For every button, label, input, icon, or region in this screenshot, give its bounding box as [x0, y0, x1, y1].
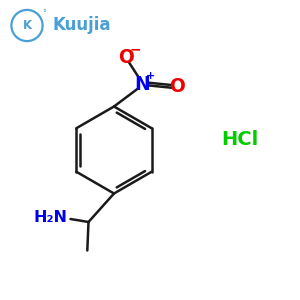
- Text: Kuujia: Kuujia: [52, 16, 111, 34]
- Text: HCl: HCl: [221, 130, 259, 149]
- Text: −: −: [129, 43, 141, 56]
- Text: O: O: [169, 77, 185, 96]
- Text: H₂N: H₂N: [34, 210, 68, 225]
- Text: N: N: [135, 74, 150, 94]
- Text: O: O: [118, 47, 134, 67]
- Text: °: °: [43, 10, 46, 19]
- Text: K: K: [22, 19, 32, 32]
- Text: +: +: [146, 70, 155, 81]
